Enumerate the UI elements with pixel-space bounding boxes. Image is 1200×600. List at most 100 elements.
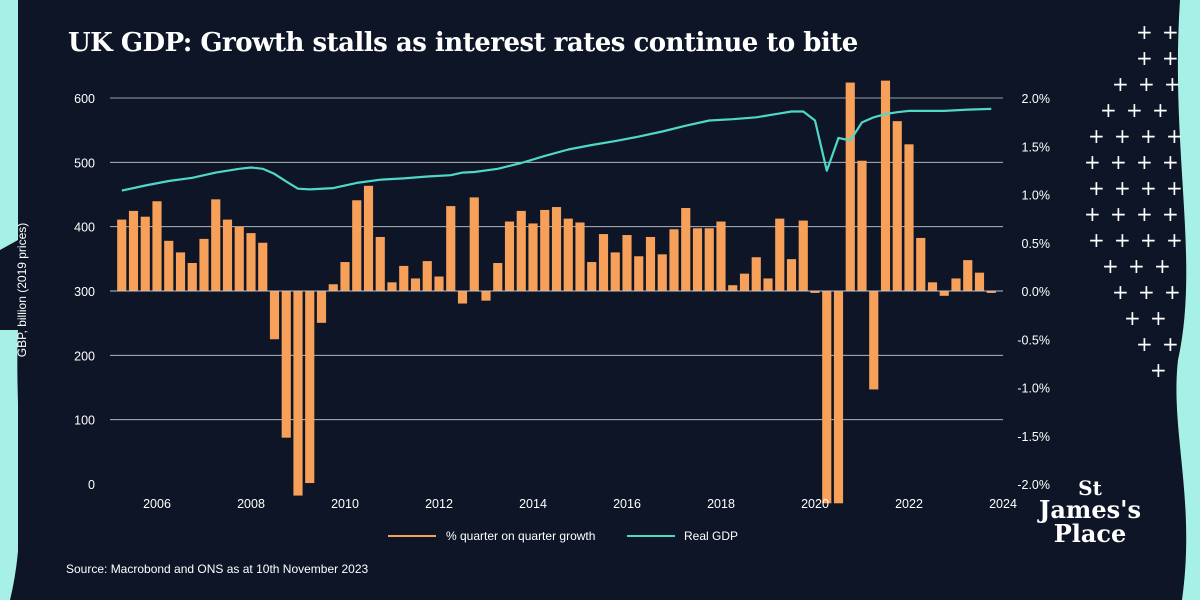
growth-bar	[786, 259, 797, 291]
growth-bar	[234, 226, 244, 291]
y-left-tick-label: 400	[74, 221, 95, 235]
plus-icon: +	[1084, 150, 1101, 174]
growth-bar	[269, 291, 280, 340]
plus-icon: +	[1138, 280, 1155, 304]
right-axis-ticks: -2.0% -1.5% -1.0% -0.5% 0.0% 0.5% 1.0% 1.5% 2.0%	[1017, 92, 1050, 492]
plus-icon: +	[1100, 98, 1117, 122]
x-tick-label: 2020	[801, 497, 829, 511]
plus-icon: +	[1140, 228, 1157, 252]
growth-bars	[110, 80, 1003, 504]
chart-panel	[18, 0, 1176, 600]
x-tick-label: 2014	[519, 497, 547, 511]
growth-bar	[387, 282, 397, 291]
growth-bar	[892, 121, 902, 291]
real-gdp-line	[121, 107, 992, 192]
y-right-tick-label: -1.5%	[1017, 430, 1050, 444]
plus-icon: +	[1112, 280, 1129, 304]
plus-icon: +	[1136, 202, 1153, 226]
plus-icon: +	[1152, 98, 1169, 122]
growth-bar	[258, 242, 268, 291]
x-tick-label: 2008	[237, 497, 265, 511]
growth-bar	[845, 82, 855, 291]
growth-bar	[869, 291, 879, 390]
legend-label-gdp: Real GDP	[684, 529, 738, 543]
y-left-tick-label: 500	[74, 156, 95, 170]
left-axis-ticks: 0 100 200 300 400 500 600	[74, 92, 95, 492]
y-left-tick-label: 300	[74, 285, 95, 299]
plus-icon: +	[1114, 176, 1131, 200]
y-left-tick-label: 100	[74, 414, 95, 428]
y-right-tick-label: 0.0%	[1022, 285, 1051, 299]
growth-bar	[587, 262, 597, 291]
plus-icon: +	[1162, 150, 1179, 174]
x-tick-label: 2012	[425, 497, 453, 511]
y-right-tick-label: -1.0%	[1017, 382, 1050, 396]
plus-icon: +	[1164, 72, 1181, 96]
growth-bar	[822, 291, 832, 504]
y-left-tick-label: 600	[74, 92, 95, 106]
plus-icon: +	[1138, 72, 1155, 96]
plus-icon: +	[1110, 202, 1127, 226]
x-tick-label: 2010	[331, 497, 359, 511]
growth-bar	[669, 229, 679, 291]
growth-bar	[246, 233, 256, 291]
plus-icon: +	[1136, 332, 1153, 356]
growth-bar	[434, 276, 444, 291]
left-accent-shape-lower	[0, 330, 21, 600]
growth-bar	[152, 201, 162, 291]
growth-bar	[728, 285, 738, 291]
plus-icon: +	[1166, 124, 1183, 148]
growth-bar	[399, 265, 409, 291]
plus-icon: +	[1128, 254, 1145, 278]
growth-bar	[528, 223, 538, 291]
growth-bar	[211, 199, 221, 291]
growth-bar	[610, 252, 620, 291]
plus-icon: +	[1136, 150, 1153, 174]
plus-icon: +	[1140, 176, 1157, 200]
brand-logo-james: James's	[1039, 495, 1141, 524]
chart-title: UK GDP: Growth stalls as interest rates …	[68, 28, 858, 58]
x-tick-label: 2024	[989, 497, 1017, 511]
plus-icon: +	[1084, 202, 1101, 226]
plus-icon: +	[1114, 228, 1131, 252]
growth-bar	[128, 210, 139, 291]
legend-label-growth: % quarter on quarter growth	[446, 529, 595, 543]
growth-bar	[164, 240, 174, 291]
growth-bar	[810, 291, 820, 293]
growth-bar	[951, 278, 961, 291]
growth-bar	[352, 200, 362, 291]
growth-bar	[916, 237, 926, 291]
plus-icon: +	[1088, 176, 1105, 200]
right-accent-shape	[1176, 0, 1200, 600]
growth-bar	[963, 260, 973, 291]
growth-bar	[340, 262, 350, 291]
y-right-tick-label: 2.0%	[1022, 92, 1051, 106]
growth-bar	[657, 254, 667, 291]
plus-icon: +	[1150, 358, 1167, 382]
growth-bar	[645, 236, 656, 291]
plus-icon: +	[1136, 20, 1153, 44]
plus-icon: +	[1162, 202, 1179, 226]
growth-bar	[328, 284, 338, 291]
growth-bar	[692, 228, 703, 291]
growth-bar	[986, 291, 996, 293]
plus-icon: +	[1112, 72, 1129, 96]
growth-bar	[469, 197, 479, 291]
growth-bar	[739, 273, 750, 291]
growth-bar	[904, 144, 914, 291]
plus-icon: +	[1088, 124, 1105, 148]
x-tick-label: 2022	[895, 497, 923, 511]
plus-icon: +	[1140, 124, 1157, 148]
plus-icon: +	[1166, 176, 1183, 200]
source-note: Source: Macrobond and ONS as at 10th Nov…	[66, 562, 369, 576]
growth-bar	[939, 291, 949, 296]
y-left-tick-label: 200	[74, 349, 95, 363]
plus-icon: +	[1164, 280, 1181, 304]
growth-bar	[563, 218, 573, 291]
plus-icon: +	[1114, 124, 1131, 148]
growth-bar	[117, 219, 127, 291]
plus-icon: +	[1136, 46, 1153, 70]
plus-icon: +	[1110, 150, 1127, 174]
